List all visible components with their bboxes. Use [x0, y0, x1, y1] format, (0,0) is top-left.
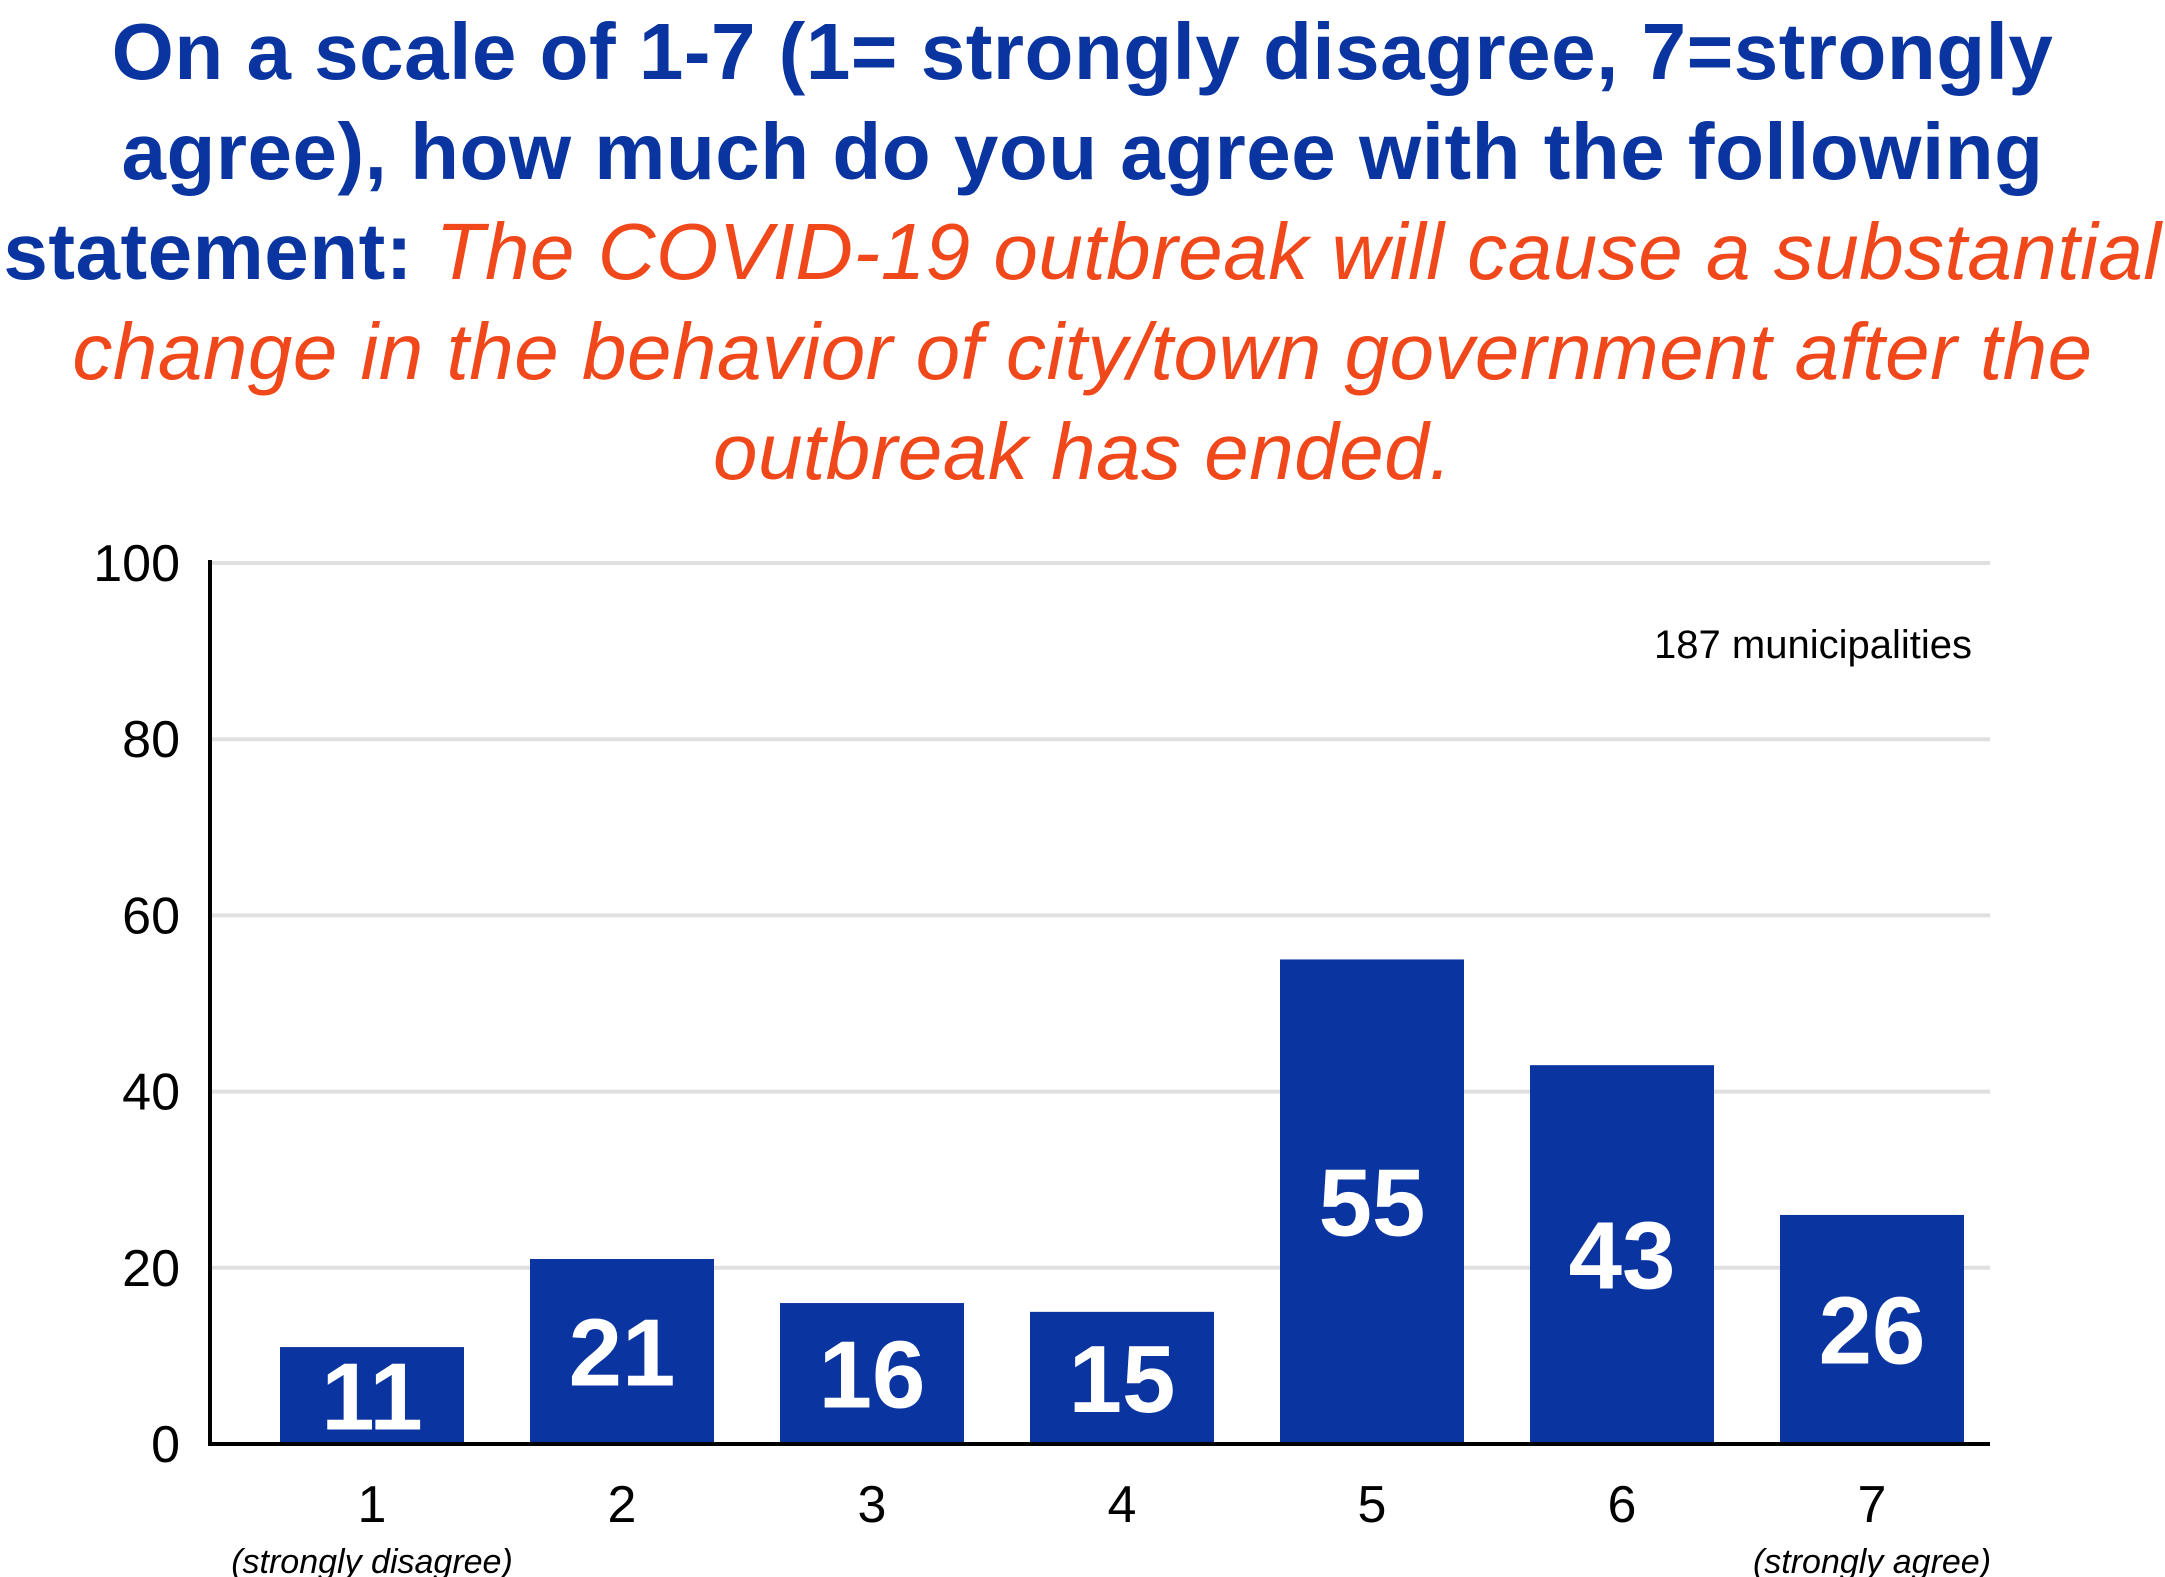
bar-2	[530, 1258, 714, 1444]
y-tick-label-60: 60	[122, 887, 180, 945]
bar-value-label-4: 15	[1069, 1326, 1176, 1433]
y-tick-label-20: 20	[122, 1240, 180, 1298]
axes	[208, 560, 1990, 1446]
y-tick-label-0: 0	[151, 1416, 180, 1474]
bar-6	[1530, 1065, 1714, 1444]
sample-size-annotation: 187 municipalities	[1654, 623, 1972, 667]
x-tick-sublabel-1: (strongly disagree)	[231, 1543, 513, 1577]
chart-question: On a scale of 1-7 (1= strongly disagree,…	[3, 7, 2054, 296]
chart-statement: The COVID-19 outbreak will cause a subst…	[72, 207, 2162, 496]
bar-value-label-2: 21	[569, 1299, 676, 1406]
x-tick-label-1: 1	[358, 1476, 387, 1534]
y-tick-label-40: 40	[122, 1064, 180, 1122]
y-tick-label-80: 80	[122, 711, 180, 769]
bar-4	[1030, 1311, 1214, 1444]
y-tick-label-100: 100	[93, 535, 180, 593]
x-tick-label-2: 2	[608, 1476, 637, 1534]
bar-3	[780, 1303, 964, 1444]
x-tick-sublabel-7: (strongly agree)	[1753, 1543, 1991, 1577]
y-axis-ticks: 0 20 40 60 80 100	[93, 535, 180, 1474]
bar-value-label-1: 11	[321, 1344, 422, 1451]
x-tick-label-3: 3	[858, 1476, 887, 1534]
x-tick-label-5: 5	[1358, 1476, 1387, 1534]
gridlines	[210, 561, 1990, 1270]
bar-value-label-7: 26	[1819, 1277, 1926, 1384]
bar-value-label-5: 55	[1319, 1150, 1426, 1257]
x-tick-label-4: 4	[1108, 1476, 1137, 1534]
bars: 11 21 16 15 55 43 26	[280, 959, 1964, 1451]
bar-1	[280, 1347, 464, 1444]
bar-7	[1780, 1214, 1964, 1444]
chart-title: On a scale of 1-7 (1= strongly disagree,…	[0, 2, 2165, 502]
bar-5	[1280, 959, 1464, 1444]
x-tick-label-7: 7	[1858, 1476, 1887, 1534]
bar-value-label-6: 43	[1569, 1203, 1676, 1310]
bar-value-label-3: 16	[819, 1322, 926, 1429]
x-axis-ticks: 1 (strongly disagree) 2 3 4 5 6 7 (strongly agre…	[231, 1476, 1991, 1577]
x-tick-label-6: 6	[1608, 1476, 1637, 1534]
